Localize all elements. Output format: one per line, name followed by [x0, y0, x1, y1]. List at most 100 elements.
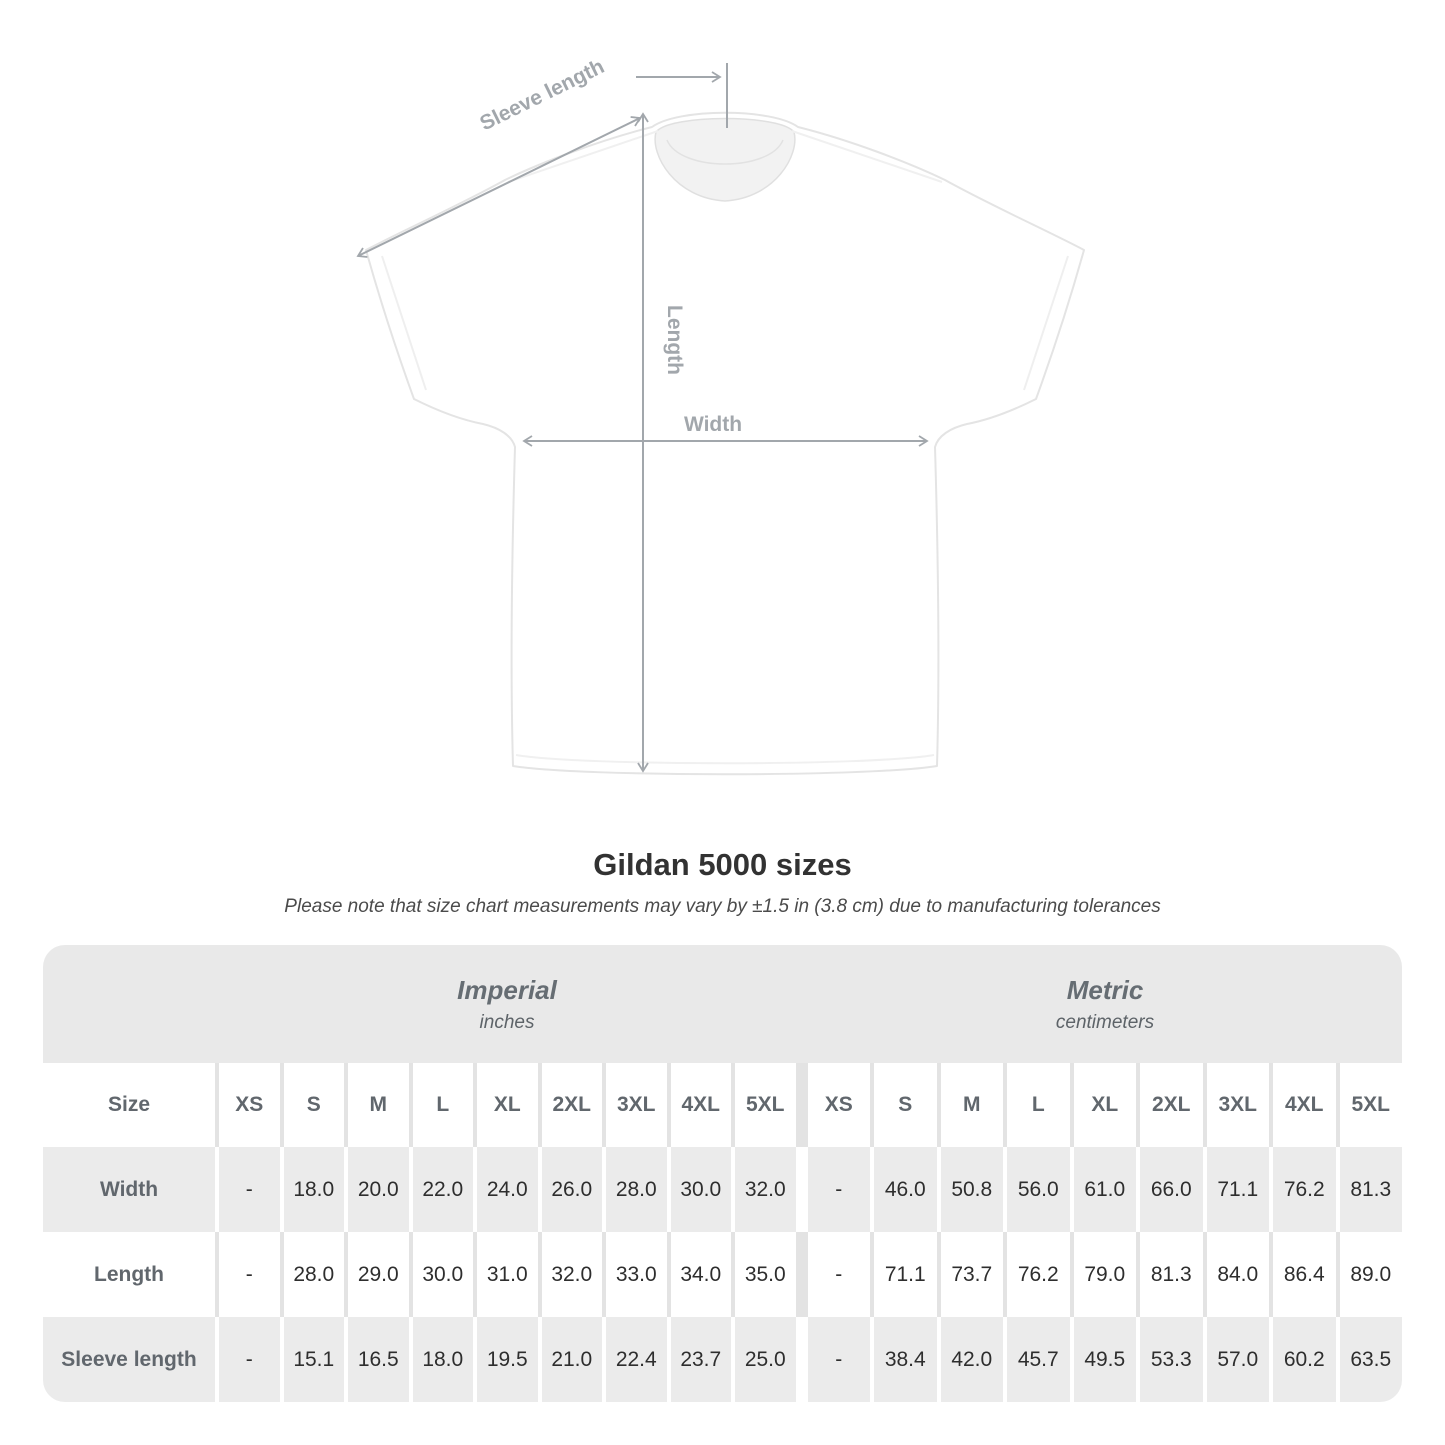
row-sleeve-length: Sleeve length -15.1 16.5 18.0 19.5 21.0 22.4 23… — [43, 1317, 1402, 1402]
col-header-imperial-xs: XS — [219, 1063, 280, 1147]
width-metric-xs: - — [807, 1147, 870, 1232]
length-row-header: Length — [43, 1232, 215, 1317]
hem-seam — [515, 754, 935, 765]
metric-unit: centimeters — [1055, 1012, 1155, 1034]
length-imperial-3xl: 33.0 — [606, 1232, 667, 1317]
sleeve-length-imperial-s: 15.1 — [283, 1317, 344, 1402]
length-imperial-s: 28.0 — [283, 1232, 344, 1317]
length-metric-l: 76.2 — [1007, 1232, 1070, 1317]
imperial-section-header: Imperial inches — [219, 974, 795, 1035]
sleeve-length-label: Sleeve length — [476, 55, 608, 135]
length-imperial-xs: - — [219, 1232, 280, 1317]
col-header-metric-s: S — [874, 1063, 937, 1147]
length-metric-3xl: 84.0 — [1206, 1232, 1269, 1317]
length-label: Length — [663, 305, 686, 375]
length-metric-5xl: 89.0 — [1339, 1232, 1402, 1317]
width-imperial-s: 18.0 — [283, 1147, 344, 1232]
sleeve-length-imperial-xs: - — [219, 1317, 280, 1402]
width-imperial-m: 20.0 — [348, 1147, 409, 1232]
col-header-imperial-5xl: 5XL — [735, 1063, 796, 1147]
col-header-imperial-m: M — [348, 1063, 409, 1147]
sleeve-length-metric-xs: - — [807, 1317, 870, 1402]
col-header-imperial-s: S — [283, 1063, 344, 1147]
length-imperial-5xl: 35.0 — [735, 1232, 796, 1317]
width-metric-5xl: 81.3 — [1339, 1147, 1402, 1232]
length-metric-2xl: 81.3 — [1140, 1232, 1203, 1317]
tshirt-illustration — [365, 111, 1085, 776]
row-width: Width -18.0 20.0 22.0 24.0 26.0 28.0 30.0 32.0-4… — [43, 1147, 1402, 1232]
width-metric-s: 46.0 — [874, 1147, 937, 1232]
width-imperial-l: 22.0 — [412, 1147, 473, 1232]
metric-section-header: Metric centimeters — [808, 974, 1402, 1035]
col-header-metric-l: L — [1007, 1063, 1070, 1147]
width-imperial-xs: - — [219, 1147, 280, 1232]
width-metric-3xl: 71.1 — [1206, 1147, 1269, 1232]
col-header-metric-4xl: 4XL — [1273, 1063, 1336, 1147]
sleeve-length-metric-xl: 49.5 — [1073, 1317, 1136, 1402]
sleeve-length-metric-3xl: 57.0 — [1206, 1317, 1269, 1402]
sleeve-length-imperial-l: 18.0 — [412, 1317, 473, 1402]
sleeve-length-metric-m: 42.0 — [940, 1317, 1003, 1402]
unit-header-band: Imperial inches Metric centimeters — [43, 945, 1402, 1063]
length-imperial-xl: 31.0 — [477, 1232, 538, 1317]
col-header-imperial-2xl: 2XL — [541, 1063, 602, 1147]
row-length: Length -28.0 29.0 30.0 31.0 32.0 33.0 34.0 35.0-… — [43, 1232, 1402, 1317]
col-header-metric-5xl: 5XL — [1339, 1063, 1402, 1147]
page-title: Gildan 5000 sizes — [593, 847, 852, 882]
col-header-imperial-4xl: 4XL — [670, 1063, 731, 1147]
width-imperial-3xl: 28.0 — [606, 1147, 667, 1232]
tshirt-outline — [365, 111, 1085, 776]
sleeve-length-metric-s: 38.4 — [874, 1317, 937, 1402]
width-metric-xl: 61.0 — [1073, 1147, 1136, 1232]
right-sleeve-seam — [1023, 255, 1069, 391]
width-metric-2xl: 66.0 — [1140, 1147, 1203, 1232]
left-sleeve-seam — [381, 255, 427, 391]
sleeve-length-metric-l: 45.7 — [1007, 1317, 1070, 1402]
width-metric-m: 50.8 — [940, 1147, 1003, 1232]
length-imperial-l: 30.0 — [412, 1232, 473, 1317]
size-row-header: Size — [43, 1063, 215, 1147]
width-imperial-2xl: 26.0 — [541, 1147, 602, 1232]
row-sizes: Size XS S M L XL 2XL 3XL 4XL 5XL XS S M L XL 2XL 3XL 4XL 5… — [43, 1063, 1402, 1147]
imperial-unit: inches — [479, 1012, 535, 1034]
size-table: Imperial inches Metric centimeters Size X… — [43, 945, 1402, 1402]
length-metric-s: 71.1 — [874, 1232, 937, 1317]
tolerance-note: Please note that size chart measurements… — [284, 896, 1161, 917]
width-imperial-5xl: 32.0 — [735, 1147, 796, 1232]
length-metric-xl: 79.0 — [1073, 1232, 1136, 1317]
sleeve-length-imperial-xl: 19.5 — [477, 1317, 538, 1402]
sleeve-length-arrow — [356, 63, 728, 258]
sleeve-length-row-header: Sleeve length — [43, 1317, 215, 1402]
metric-title: Metric — [1066, 974, 1144, 1005]
sleeve-length-metric-5xl: 63.5 — [1339, 1317, 1402, 1402]
tshirt-size-diagram: Sleeve length Length Width — [356, 55, 1085, 776]
right-shoulder-seam — [791, 130, 943, 183]
sleeve-length-imperial-2xl: 21.0 — [541, 1317, 602, 1402]
length-imperial-2xl: 32.0 — [541, 1232, 602, 1317]
col-header-imperial-l: L — [412, 1063, 473, 1147]
length-metric-4xl: 86.4 — [1273, 1232, 1336, 1317]
collar-rib-seam — [666, 139, 784, 165]
imperial-title: Imperial — [457, 974, 557, 1005]
length-imperial-4xl: 34.0 — [670, 1232, 731, 1317]
col-header-metric-2xl: 2XL — [1140, 1063, 1203, 1147]
sleeve-length-imperial-4xl: 23.7 — [670, 1317, 731, 1402]
sleeve-length-metric-2xl: 53.3 — [1140, 1317, 1203, 1402]
length-metric-m: 73.7 — [940, 1232, 1003, 1317]
col-header-imperial-3xl: 3XL — [606, 1063, 667, 1147]
width-metric-4xl: 76.2 — [1273, 1147, 1336, 1232]
width-label: Width — [684, 413, 742, 436]
col-header-metric-3xl: 3XL — [1206, 1063, 1269, 1147]
sleeve-length-imperial-3xl: 22.4 — [606, 1317, 667, 1402]
width-row-header: Width — [43, 1147, 215, 1232]
sleeve-length-imperial-m: 16.5 — [348, 1317, 409, 1402]
col-header-metric-m: M — [940, 1063, 1003, 1147]
length-metric-xs: - — [807, 1232, 870, 1317]
col-header-metric-xl: XL — [1073, 1063, 1136, 1147]
width-imperial-4xl: 30.0 — [670, 1147, 731, 1232]
measurement-annotations — [356, 63, 929, 773]
length-imperial-m: 29.0 — [348, 1232, 409, 1317]
col-header-imperial-xl: XL — [477, 1063, 538, 1147]
width-imperial-xl: 24.0 — [477, 1147, 538, 1232]
